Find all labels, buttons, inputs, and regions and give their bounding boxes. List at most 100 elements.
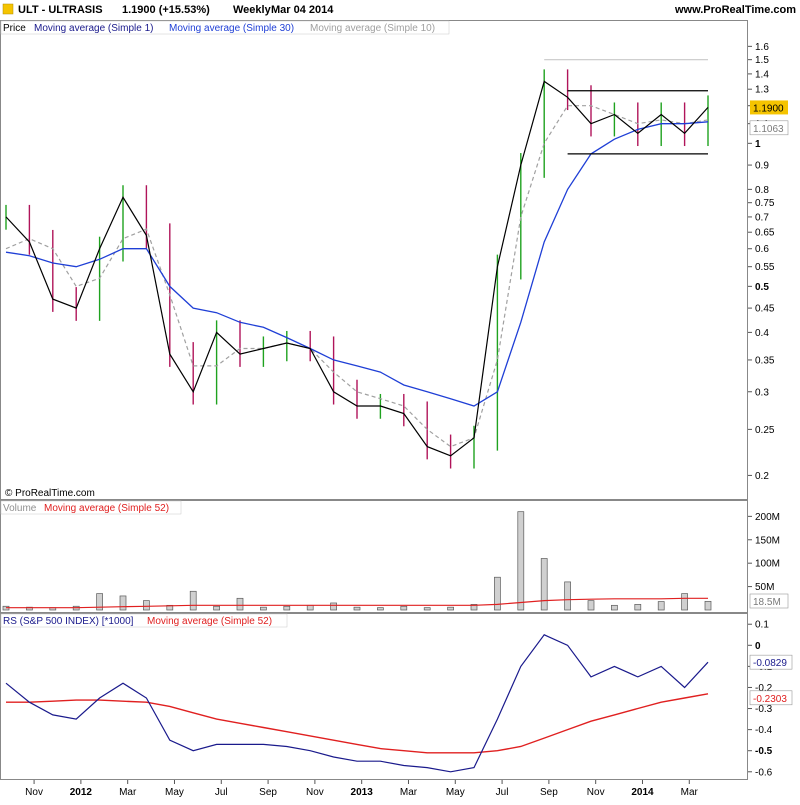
legend-price: Price <box>3 23 26 34</box>
legend-rs: RS (S&P 500 INDEX) [*1000] <box>3 616 134 627</box>
rs-tick-label: -0.4 <box>755 725 773 736</box>
rs-badge <box>749 654 793 670</box>
volume-badge <box>749 593 789 609</box>
volume-bar <box>353 606 361 611</box>
volume-bar <box>611 604 618 611</box>
rs-tick-label: -0.6 <box>755 767 773 778</box>
date: Mar 04 2014 <box>271 4 334 16</box>
copyright: © ProRealTime.com <box>5 488 95 499</box>
rs-layer <box>5 634 709 773</box>
volume-bar <box>494 576 501 611</box>
rs-ma52-line <box>6 693 709 754</box>
site-link[interactable]: www.ProRealTime.com <box>674 4 796 16</box>
price-tick-label: 0.5 <box>755 282 769 293</box>
price-tick-label: 0.4 <box>755 328 769 339</box>
volume-bar <box>400 605 408 611</box>
price-tick-label: 0.9 <box>755 161 769 172</box>
volume-tick-label: 100M <box>755 559 780 570</box>
price-tick-label: 0.45 <box>755 304 775 315</box>
price-tick-label: 0.55 <box>755 262 775 273</box>
rs-ma-badge <box>749 690 793 706</box>
x-tick-label: May <box>446 787 465 798</box>
legend-volume-ma52: Moving average (Simple 52) <box>44 503 169 514</box>
period: Weekly <box>233 4 272 16</box>
x-tick-label: Nov <box>306 787 324 798</box>
rs-legend: RS (S&P 500 INDEX) [*1000] Moving averag… <box>0 613 288 628</box>
volume-bar <box>587 600 595 611</box>
x-tick-label: 2014 <box>631 787 654 798</box>
volume-tick-label: 150M <box>755 535 780 546</box>
volume-bar <box>236 597 244 611</box>
volume-bar <box>330 602 337 611</box>
price-tick-label: 1.3 <box>755 85 769 96</box>
symbol-title: ULT - ULTRASIS <box>18 4 103 16</box>
price-tick-label: 1.4 <box>755 69 769 80</box>
ma30-badge <box>749 120 789 136</box>
price-tick-label: 0.8 <box>755 185 769 196</box>
ma10-line <box>5 105 709 448</box>
price-tick-label: 1.6 <box>755 42 769 53</box>
x-tick-label: Nov <box>587 787 605 798</box>
last-price-label: 1.1900 <box>753 103 784 114</box>
symbol-icon <box>2 3 14 15</box>
volume-bar <box>213 605 220 611</box>
volume-tick-label: 50M <box>755 582 774 593</box>
rs-tick-label: 0.1 <box>755 620 769 631</box>
legend-ma10: Moving average (Simple 10) <box>310 23 435 34</box>
price-tick-label: 0.2 <box>755 471 769 482</box>
x-tick-label: 2012 <box>70 787 93 798</box>
rs-panel-frame <box>0 613 748 780</box>
price-tick-label: 0.25 <box>755 425 775 436</box>
volume-tick-label: 200M <box>755 512 780 523</box>
x-tick-label: Mar <box>119 787 137 798</box>
volume-layer <box>2 511 712 611</box>
rs-tick-label: 0 <box>755 641 761 652</box>
volume-legend-box <box>0 500 182 515</box>
price-tick-label: 0.35 <box>755 355 775 366</box>
volume-bar <box>470 604 478 611</box>
volume-bar <box>283 605 291 611</box>
last-change: 1.1900 (+15.53%) <box>122 4 210 16</box>
legend-ma1: Moving average (Simple 1) <box>34 23 154 34</box>
volume-bar <box>564 581 571 611</box>
volume-bar <box>540 558 548 611</box>
volume-bar <box>704 600 712 611</box>
rs-tick-label: -0.5 <box>755 746 773 757</box>
legend-rs-ma52: Moving average (Simple 52) <box>147 616 272 627</box>
rs-ma-value-label: -0.2303 <box>753 694 787 705</box>
price-layer <box>5 59 709 469</box>
price-tick-label: 0.3 <box>755 387 769 398</box>
x-tick-label: 2013 <box>351 787 374 798</box>
legend-ma30: Moving average (Simple 30) <box>169 23 294 34</box>
rs-tick-label: -0.2 <box>755 683 773 694</box>
volume-ma52-line <box>6 597 708 609</box>
x-tick-label: Nov <box>25 787 43 798</box>
x-tick-label: Mar <box>681 787 699 798</box>
rs-tick-label: -0.3 <box>755 704 773 715</box>
x-tick-label: Sep <box>259 787 277 798</box>
x-tick-label: Jul <box>496 787 509 798</box>
price-panel-frame <box>0 20 748 500</box>
x-tick-label: Jul <box>215 787 228 798</box>
x-tick-label: Mar <box>400 787 418 798</box>
x-tick-label: May <box>165 787 184 798</box>
axes-layer: 1.61.51.41.31.21.110.90.80.750.70.650.60… <box>25 42 793 798</box>
x-tick-label: Sep <box>540 787 558 798</box>
price-tick-label: 1 <box>755 139 761 150</box>
ma30-value-label: 1.1063 <box>753 124 784 135</box>
volume-panel-frame <box>0 500 748 613</box>
price-tick-label: 0.75 <box>755 198 775 209</box>
volume-bar <box>634 604 642 611</box>
price-tick-label: 0.7 <box>755 212 769 223</box>
legend-volume: Volume <box>3 503 37 514</box>
rs-line <box>5 634 709 773</box>
volume-value-label: 18.5M <box>753 597 781 608</box>
header: ULT - ULTRASIS 1.1900 (+15.53%) Weekly M… <box>2 3 796 16</box>
price-tick-label: 0.65 <box>755 228 775 239</box>
price-legend-box <box>0 20 450 35</box>
last-price-badge <box>750 100 788 115</box>
volume-bar <box>517 511 525 611</box>
